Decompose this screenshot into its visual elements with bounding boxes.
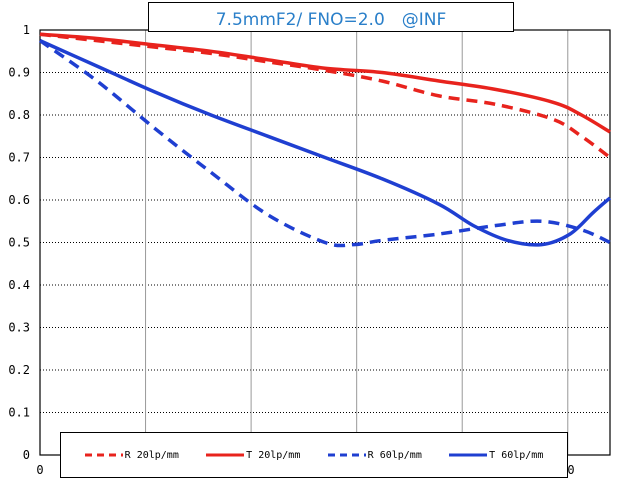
- tick-labels: 00.10.20.30.40.50.60.70.80.910 0: [8, 23, 574, 477]
- y-tick-label: 0.7: [8, 151, 30, 165]
- legend-label-t20: T 20lp/mm: [246, 449, 301, 461]
- legend-item-r60: R 60lp/mm: [327, 449, 422, 461]
- legend-swatch-r60: [327, 453, 366, 457]
- y-tick-label: 0.3: [8, 321, 30, 335]
- y-tick-label: 0.5: [8, 236, 30, 250]
- legend: R 20lp/mm T 20lp/mm R 60lp/mm T 60lp/mm: [60, 432, 568, 478]
- chart-title-box: 7.5mmF2/ FNO=2.0 @INF: [148, 2, 514, 32]
- x-tick-label: 0: [567, 463, 574, 477]
- legend-swatch-r20: [84, 453, 123, 457]
- y-tick-label: 0.8: [8, 108, 30, 122]
- series-line-t20: [39, 32, 611, 134]
- y-tick-label: 1: [23, 23, 30, 37]
- y-tick-label: 0: [23, 448, 30, 462]
- y-tick-label: 0.2: [8, 363, 30, 377]
- series-line-r20: [39, 32, 612, 159]
- legend-swatch-t60: [449, 453, 488, 457]
- legend-item-t60: T 60lp/mm: [449, 450, 543, 461]
- series-line-r60: [38, 39, 611, 248]
- legend-item-t20: T 20lp/mm: [206, 450, 300, 461]
- x-tick-label: 0: [36, 463, 43, 477]
- chart-title: 7.5mmF2/ FNO=2.0 @INF: [215, 9, 447, 30]
- legend-label-r60: R 60lp/mm: [367, 449, 422, 461]
- series-lines: [38, 32, 612, 248]
- legend-label-r20: R 20lp/mm: [124, 449, 179, 461]
- legend-label-t60: T 60lp/mm: [489, 449, 544, 461]
- legend-item-r20: R 20lp/mm: [84, 449, 179, 461]
- y-tick-label: 0.1: [8, 406, 30, 420]
- y-tick-label: 0.9: [8, 66, 30, 80]
- y-tick-label: 0.4: [8, 278, 30, 292]
- series-line-t60: [39, 39, 612, 247]
- legend-swatch-t20: [206, 453, 245, 457]
- y-tick-label: 0.6: [8, 193, 30, 207]
